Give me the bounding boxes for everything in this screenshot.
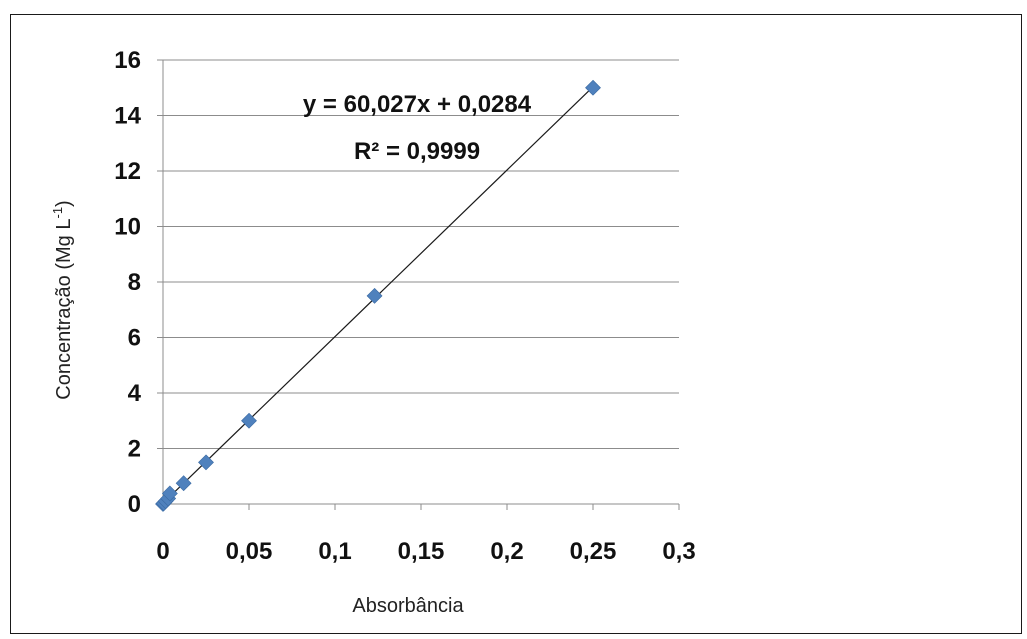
y-tick-label-7: 14 [114, 103, 141, 130]
y-tick-label-5: 10 [114, 214, 141, 241]
data-point-4 [161, 485, 178, 502]
axes [157, 59, 680, 510]
x-tick-label-4: 0,2 [490, 538, 523, 565]
y-tick-label-1: 2 [128, 436, 141, 463]
trendline-equation: y = 60,027x + 0,0284 [303, 91, 532, 118]
x-tick-label-0: 0 [156, 538, 169, 565]
y-axis-title-main: Concentração (Mg L [53, 219, 75, 400]
data-point-7 [241, 412, 257, 429]
y-tick-label-2: 4 [128, 380, 142, 407]
y-tick-label-4: 8 [128, 269, 141, 296]
y-axis-title-end: ) [53, 200, 75, 207]
y-axis-title-superscript: -1 [50, 207, 65, 219]
y-tick-label-6: 12 [114, 158, 141, 185]
x-tick-label-3: 0,15 [398, 538, 445, 565]
y-tick-label-3: 6 [128, 325, 141, 352]
x-tick-label-2: 0,1 [318, 538, 351, 565]
tick-labels: 0 2 4 6 8 10 12 14 16 0 0,05 0,1 0,15 0,2 0,25 0,3 [114, 47, 695, 565]
data-point-6 [198, 454, 214, 471]
x-tick-label-5: 0,25 [570, 538, 617, 565]
y-tick-label-8: 16 [114, 47, 141, 74]
y-tick-label-0: 0 [128, 491, 141, 518]
chart-frame [10, 14, 1022, 634]
data-point-9 [585, 79, 601, 96]
x-tick-label-1: 0,05 [226, 538, 273, 565]
data-point-8 [366, 287, 383, 304]
x-tick-label-6: 0,3 [662, 538, 695, 565]
data-points [155, 79, 601, 512]
trendline-r-squared: R² = 0,9999 [354, 138, 480, 165]
y-axis-title: Concentração (Mg L-1) [50, 200, 75, 399]
data-point-5 [175, 475, 192, 492]
gridlines [163, 59, 679, 449]
x-axis-title: Absorbância [352, 595, 464, 617]
